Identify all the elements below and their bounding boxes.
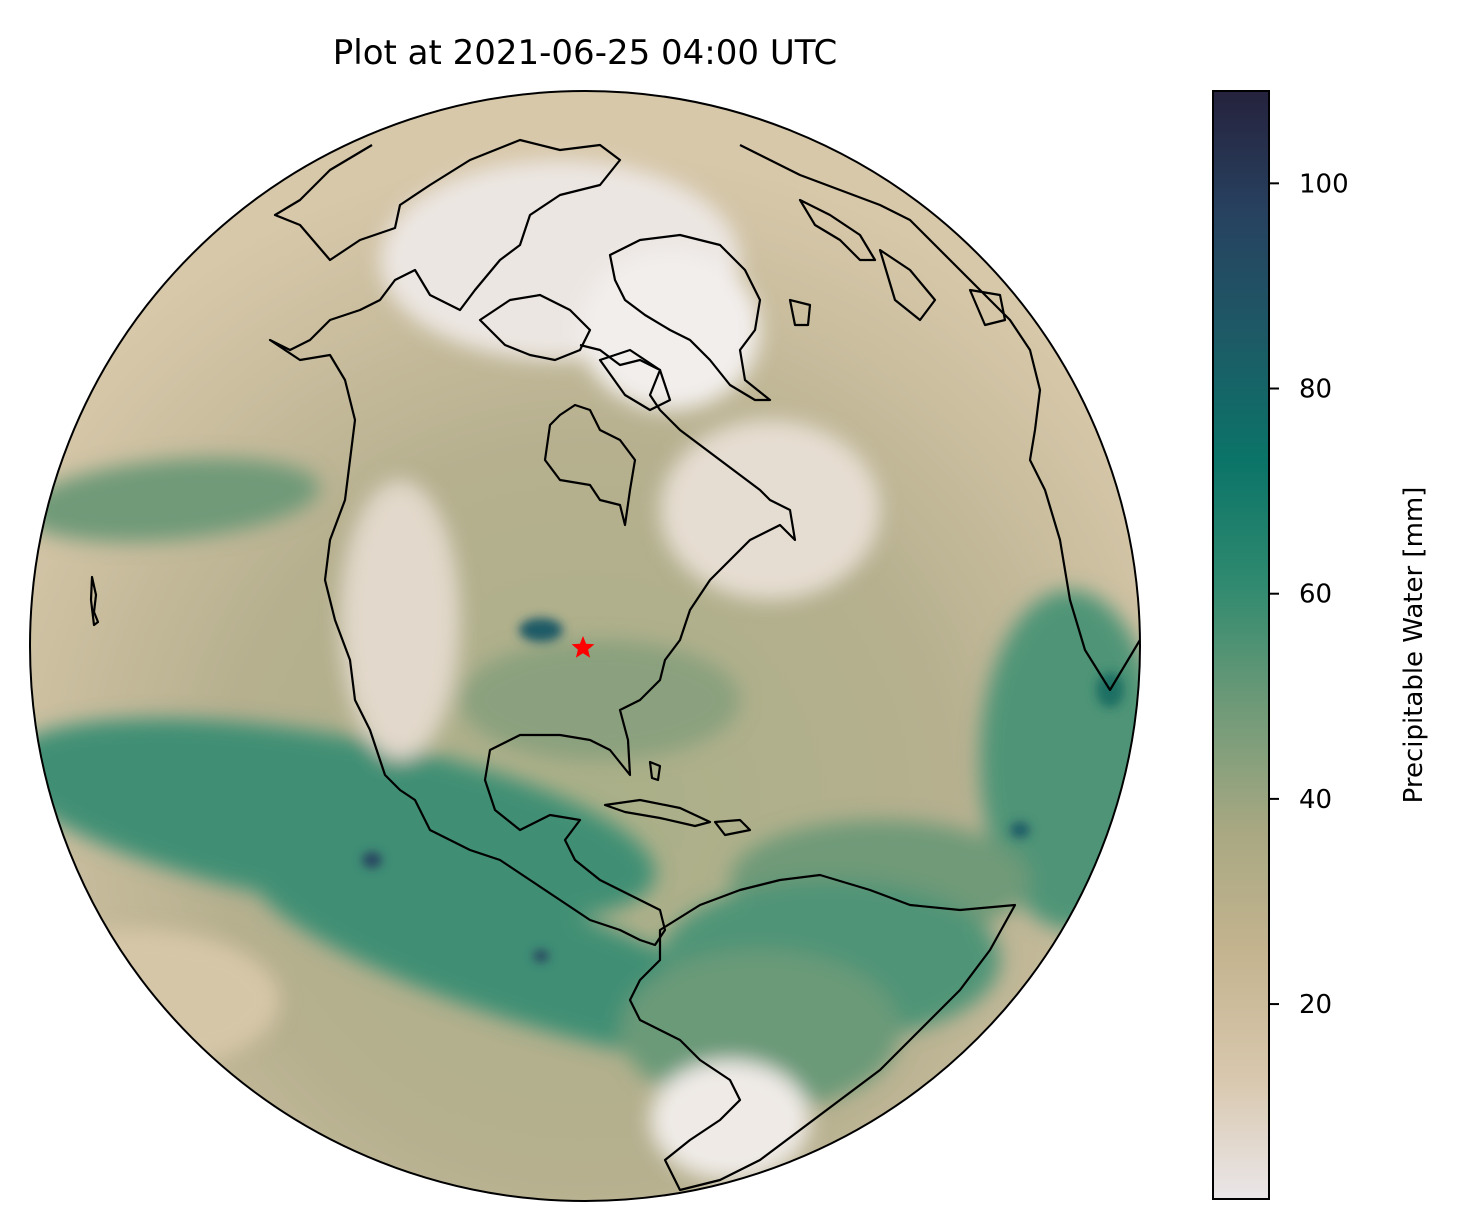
south-america-coastline (628, 873, 1017, 1192)
plot-title: Plot at 2021-06-25 04:00 UTC (333, 33, 837, 73)
colorbar-frame (1212, 90, 1270, 1200)
colorbar: 20 40 60 80 100 Precipitable Water [mm] (1212, 90, 1429, 1200)
colorbar-tick-label: 40 (1299, 785, 1332, 815)
colorbar-tick-label: 100 (1299, 169, 1349, 199)
greenland-coastline (608, 233, 772, 402)
colorbar-ramp (1213, 91, 1269, 1199)
colorbar-ticks: 20 40 60 80 100 (1269, 169, 1349, 1020)
hudson-bay-coastline (543, 403, 637, 527)
globe-outline (29, 90, 1141, 1202)
arctic-islands-coastline (478, 293, 592, 362)
moisture-field (30, 160, 1140, 1180)
colorbar-tick-label: 20 (1299, 990, 1332, 1020)
north-america-coastline (268, 138, 797, 947)
colorbar-label: Precipitable Water [mm] (1399, 487, 1429, 804)
colorbar-tick-label: 80 (1299, 375, 1332, 405)
colorbar-tick-label: 60 (1299, 580, 1332, 610)
coastlines (89, 138, 1140, 1192)
europe-coastline (739, 144, 1140, 692)
location-star-marker (571, 636, 595, 658)
globe (30, 91, 1140, 1201)
hawaii-coastline (89, 575, 100, 627)
caribbean-coastline (603, 798, 712, 828)
